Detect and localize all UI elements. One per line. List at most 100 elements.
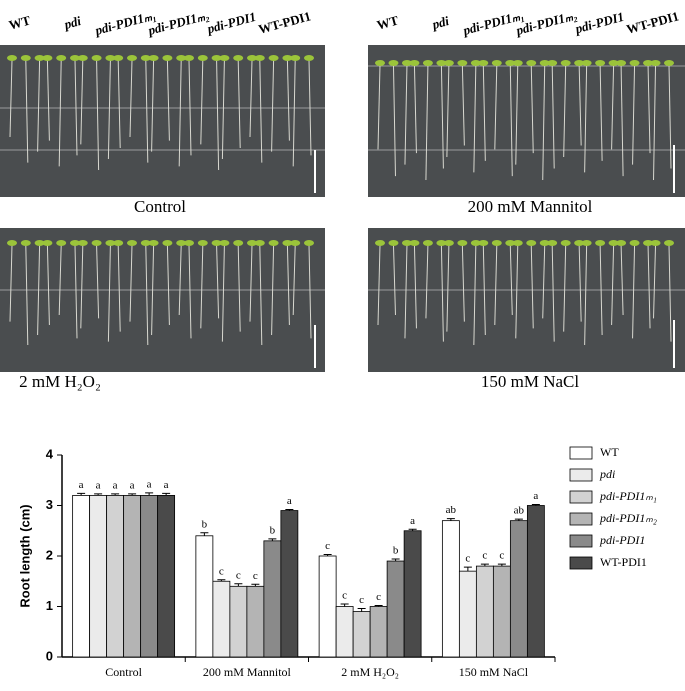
significance-letter: a [79, 479, 84, 491]
root [392, 244, 396, 316]
leaf [581, 60, 592, 66]
root [151, 59, 155, 152]
root [25, 59, 29, 163]
seedlings [7, 55, 674, 346]
leaf [176, 240, 187, 246]
root [515, 64, 519, 165]
error-bar [200, 532, 209, 536]
root [80, 244, 84, 329]
error-bar [162, 492, 171, 496]
legend-swatch [569, 556, 593, 570]
root [46, 59, 50, 141]
root [440, 244, 444, 342]
genotype-label: WT [375, 12, 400, 32]
leaf [254, 55, 265, 61]
significance-letter: a [113, 479, 118, 491]
seedling-photo [0, 228, 325, 372]
root [271, 59, 275, 152]
root [237, 244, 241, 332]
root [620, 64, 624, 177]
leaf [127, 55, 137, 61]
significance-letter: a [410, 515, 415, 527]
root [599, 64, 603, 161]
root [221, 244, 225, 342]
leaf [233, 240, 244, 246]
leaf [470, 60, 481, 66]
leaf [574, 240, 585, 246]
root [216, 59, 220, 171]
significance-letter: ab [446, 504, 457, 516]
root [413, 244, 417, 329]
root [413, 64, 417, 154]
bar [475, 565, 494, 658]
root [292, 244, 296, 316]
leaf [197, 240, 208, 246]
leaf [375, 60, 385, 66]
root [584, 64, 588, 173]
significance-letter: c [219, 565, 224, 577]
y-axis-label: Root length (cm) [17, 504, 32, 607]
bar [386, 560, 405, 658]
error-bar [408, 528, 417, 531]
root [494, 244, 498, 326]
bar [195, 535, 214, 658]
root [653, 64, 657, 181]
leaf [162, 240, 173, 246]
leaf [560, 240, 571, 246]
root [473, 64, 477, 173]
root [446, 64, 450, 158]
genotype-label: pdi [430, 13, 451, 32]
root [9, 59, 13, 138]
x-tick-label: 150 mM NaCl [459, 665, 529, 679]
root [166, 59, 170, 141]
leaf [268, 55, 279, 61]
bar [263, 540, 282, 658]
leaf [77, 240, 88, 246]
significance-letter: a [533, 490, 538, 502]
root [145, 59, 149, 163]
leaf [247, 240, 257, 246]
significance-letter: c [342, 590, 347, 602]
significance-letter: a [96, 479, 101, 491]
leaf [560, 60, 571, 66]
genotype-label: pdi [62, 13, 83, 32]
error-bar [463, 566, 472, 572]
leaf [616, 60, 627, 66]
root [117, 244, 121, 332]
error-bar [268, 538, 277, 541]
leaf [113, 55, 124, 61]
leaf [20, 240, 31, 246]
legend-label: pdi-PDI1 [599, 533, 645, 547]
y-tick-label: 0 [46, 648, 53, 663]
seedling-photo [368, 228, 685, 372]
leaf [56, 55, 67, 61]
y-tick-label: 1 [46, 598, 53, 613]
root [584, 244, 588, 346]
leaf [505, 60, 516, 66]
leaf [629, 60, 640, 66]
genotype-label: pdi-PDI1 [573, 9, 626, 37]
leaf [422, 240, 433, 246]
significance-letter: c [253, 570, 258, 582]
error-bar [480, 563, 489, 567]
root [237, 59, 241, 149]
root [440, 64, 444, 169]
root [58, 59, 62, 167]
root [80, 59, 84, 145]
genotype-label: pdi-PDI1ₘ₂ [146, 7, 211, 38]
leaf [140, 240, 151, 246]
error-bar [357, 608, 366, 612]
error-bar [514, 518, 523, 521]
root [515, 244, 519, 339]
root [632, 244, 636, 339]
leaf [282, 240, 293, 246]
root [308, 59, 312, 156]
leaf [219, 240, 230, 246]
bar [246, 585, 265, 658]
leaf [219, 55, 230, 61]
leaf [7, 55, 17, 61]
root [308, 244, 312, 339]
leaf [643, 240, 654, 246]
root [188, 244, 192, 339]
root [200, 59, 204, 145]
